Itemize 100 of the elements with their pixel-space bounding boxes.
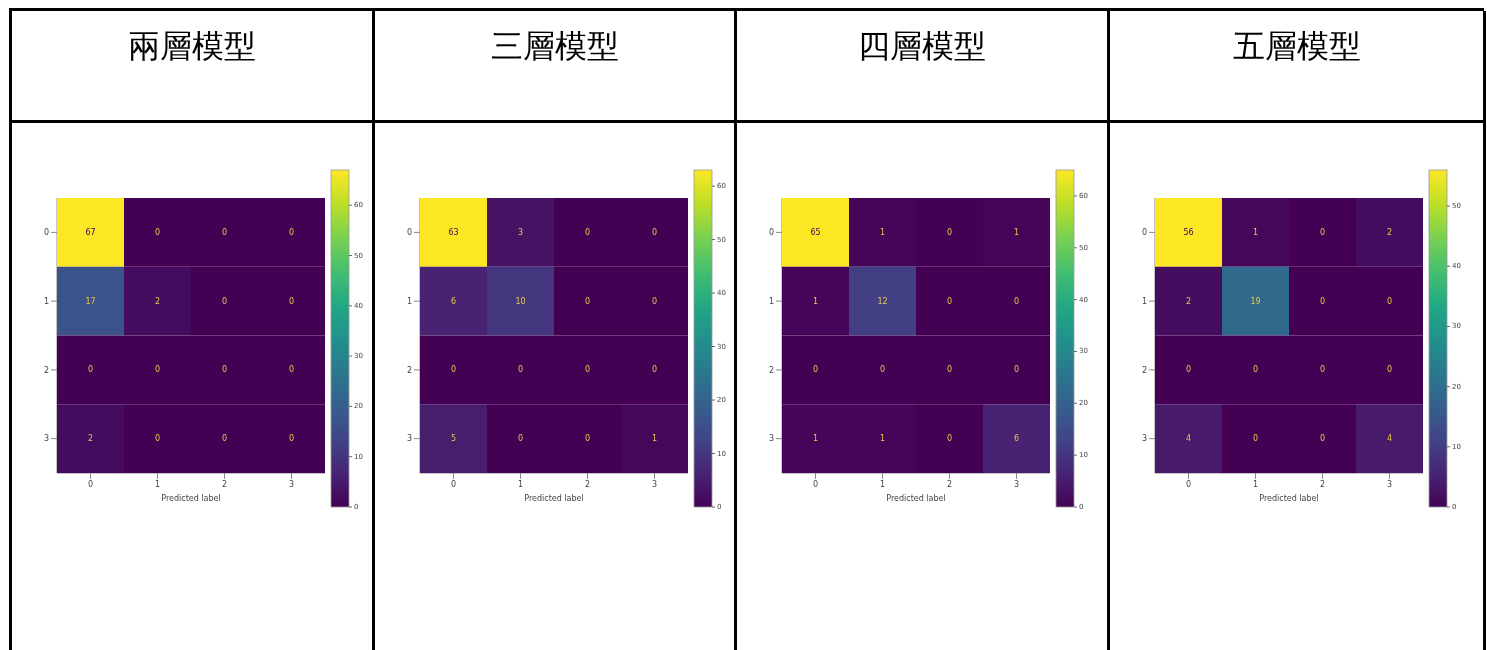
data-label: 1 <box>879 434 886 444</box>
x-tick-label: 1 <box>1252 479 1259 489</box>
data-label: 4 <box>1386 434 1393 444</box>
x-tick-label: 1 <box>517 479 524 489</box>
x-axis-title: Predicted label <box>886 494 946 503</box>
data-label: 0 <box>946 296 953 306</box>
data-label: 0 <box>221 296 228 306</box>
chart-title: 三層模型 <box>490 27 619 66</box>
data-label: 1 <box>812 434 819 444</box>
y-tick-label: 3 <box>43 434 49 444</box>
chart-title: 兩層模型 <box>128 27 256 66</box>
data-label: 6 <box>1013 434 1020 444</box>
data-label: 5 <box>450 434 457 444</box>
x-axis-title: Predicted label <box>1259 494 1319 503</box>
data-label: 0 <box>87 365 94 375</box>
data-label: 12 <box>877 296 888 306</box>
y-tick-label: 3 <box>1141 434 1147 444</box>
data-label: 56 <box>1183 227 1194 237</box>
data-label: 0 <box>812 365 819 375</box>
data-label: 1 <box>1252 227 1259 237</box>
data-label: 3 <box>517 227 524 237</box>
chart-title: 五層模型 <box>1232 27 1361 66</box>
data-label: 0 <box>1386 296 1393 306</box>
y-tick-label: 2 <box>406 365 412 375</box>
data-label: 0 <box>154 365 161 375</box>
x-tick-label: 2 <box>584 479 591 489</box>
data-label: 1 <box>651 434 658 444</box>
y-tick-label: 2 <box>1141 365 1147 375</box>
data-label: 65 <box>810 227 821 237</box>
data-label: 1 <box>1013 227 1020 237</box>
data-label: 0 <box>584 296 591 306</box>
data-label: 0 <box>1252 434 1259 444</box>
x-tick-label: 1 <box>154 479 161 489</box>
data-label: 0 <box>584 434 591 444</box>
data-label: 63 <box>448 227 459 237</box>
data-label: 0 <box>651 296 658 306</box>
y-tick-label: 0 <box>768 228 774 238</box>
x-tick-label: 3 <box>1013 479 1020 489</box>
data-label: 0 <box>288 434 295 444</box>
data-label: 0 <box>946 227 953 237</box>
data-label: 0 <box>1013 296 1020 306</box>
data-label: 0 <box>946 434 953 444</box>
data-label: 67 <box>85 227 96 237</box>
x-tick-label: 2 <box>946 479 953 489</box>
x-tick-label: 0 <box>812 479 819 489</box>
chart-title: 四層模型 <box>858 27 986 66</box>
data-label: 0 <box>517 365 524 375</box>
x-tick-label: 2 <box>221 479 228 489</box>
data-label: 0 <box>288 296 295 306</box>
x-tick-label: 0 <box>1185 479 1192 489</box>
y-tick-label: 0 <box>43 228 49 238</box>
y-tick-label: 1 <box>768 296 774 306</box>
data-label: 0 <box>288 365 295 375</box>
data-label: 0 <box>1185 365 1192 375</box>
data-label: 17 <box>85 296 96 306</box>
data-label: 1 <box>879 227 886 237</box>
data-label: 2 <box>87 434 94 444</box>
data-label: 0 <box>651 227 658 237</box>
data-label: 0 <box>946 365 953 375</box>
data-label: 0 <box>154 434 161 444</box>
data-label: 19 <box>1250 296 1261 306</box>
data-label: 0 <box>221 227 228 237</box>
y-tick-label: 3 <box>768 434 774 444</box>
data-label: 2 <box>1185 296 1192 306</box>
y-tick-label: 1 <box>406 296 412 306</box>
x-tick-label: 3 <box>1386 479 1393 489</box>
x-tick-label: 0 <box>450 479 457 489</box>
data-label: 0 <box>221 434 228 444</box>
data-label: 4 <box>1185 434 1192 444</box>
data-label: 6 <box>450 296 457 306</box>
data-label: 0 <box>1013 365 1020 375</box>
y-tick-label: 2 <box>43 365 49 375</box>
data-label: 0 <box>651 365 658 375</box>
data-label: 0 <box>1386 365 1393 375</box>
data-label: 0 <box>221 365 228 375</box>
data-label: 0 <box>1319 227 1326 237</box>
data-label: 0 <box>450 365 457 375</box>
data-label: 0 <box>288 227 295 237</box>
x-tick-label: 0 <box>87 479 94 489</box>
y-tick-label: 1 <box>43 296 49 306</box>
data-label: 1 <box>812 296 819 306</box>
x-tick-label: 3 <box>651 479 658 489</box>
data-label: 0 <box>1252 365 1259 375</box>
x-tick-label: 3 <box>288 479 295 489</box>
data-label: 0 <box>584 227 591 237</box>
data-label: 0 <box>584 365 591 375</box>
x-tick-label: 2 <box>1319 479 1326 489</box>
y-tick-label: 0 <box>1141 228 1147 238</box>
x-axis-title: Predicted label <box>524 494 584 503</box>
data-label: 0 <box>1319 434 1326 444</box>
data-label: 10 <box>515 296 526 306</box>
y-tick-label: 1 <box>1141 296 1147 306</box>
data-label: 0 <box>1319 296 1326 306</box>
data-label: 0 <box>154 227 161 237</box>
y-tick-label: 0 <box>406 228 412 238</box>
data-label: 0 <box>517 434 524 444</box>
y-tick-label: 2 <box>768 365 774 375</box>
data-label: 0 <box>1319 365 1326 375</box>
y-tick-label: 3 <box>406 434 412 444</box>
data-label: 2 <box>154 296 161 306</box>
